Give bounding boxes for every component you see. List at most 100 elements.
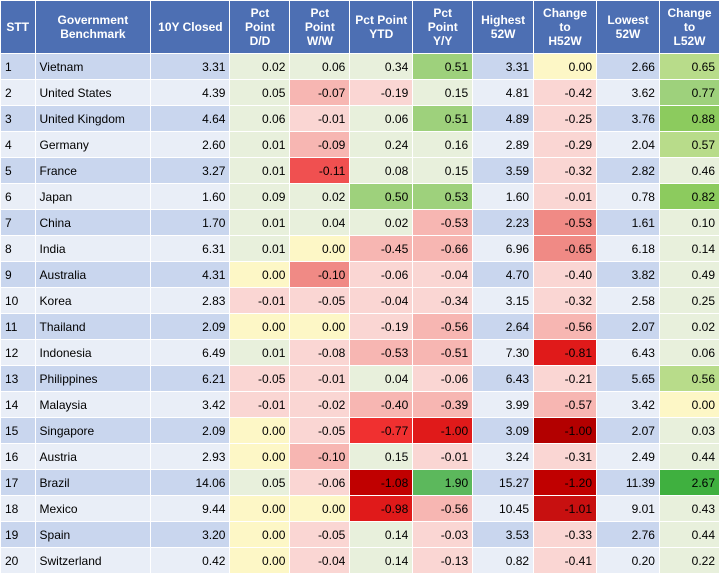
table-row: 15 Singapore 2.09 0.00 -0.05 -0.77 -1.00 3.09 -1…	[0, 417, 720, 444]
cell-change-l52w: 2.67	[658, 469, 720, 496]
table-row: 6 Japan 1.60 0.09 0.02 0.50 0.53 1.60 -0.01 0.78 0…	[0, 183, 720, 210]
cell-stt: 13	[0, 365, 36, 392]
column-header-lowest-52w: Lowest 52W	[596, 0, 660, 54]
cell-lowest-52w: 5.65	[596, 365, 660, 392]
cell-closed-10y: 1.60	[150, 183, 231, 210]
column-header-pct-ytd: Pct Point YTD	[349, 0, 414, 54]
cell-change-l52w: 0.02	[658, 313, 720, 340]
cell-change-l52w: 0.65	[658, 53, 720, 80]
cell-change-l52w: 0.56	[658, 365, 720, 392]
table-body: 1 Vietnam 3.31 0.02 0.06 0.34 0.51 3.31 0.00 2.66…	[0, 53, 720, 574]
cell-lowest-52w: 6.18	[596, 235, 660, 262]
table-row: 13 Philippines 6.21 -0.05 -0.01 0.04 -0.06 6.43…	[0, 365, 720, 392]
column-header-line: Pct	[310, 6, 330, 20]
cell-change-h52w: -0.31	[533, 443, 598, 470]
column-header-line: 52W	[615, 27, 641, 41]
cell-lowest-52w: 9.01	[596, 495, 660, 522]
cell-change-h52w: -0.40	[533, 261, 598, 288]
cell-pct-dd: -0.01	[229, 287, 291, 314]
cell-highest-52w: 6.43	[472, 365, 535, 392]
cell-pct-ww: -0.05	[289, 417, 351, 444]
cell-pct-dd: 0.01	[229, 209, 291, 236]
column-header-line: W/W	[306, 34, 333, 48]
header-row: STT Government Benchmark 10Y Closed Pct Point…	[0, 0, 720, 54]
cell-highest-52w: 3.31	[472, 53, 535, 80]
cell-pct-yy: 0.51	[412, 53, 474, 80]
cell-benchmark: Austria	[34, 443, 152, 470]
cell-pct-dd: 0.00	[229, 313, 291, 340]
table-row: 1 Vietnam 3.31 0.02 0.06 0.34 0.51 3.31 0.00 2.66…	[0, 53, 720, 80]
cell-pct-yy: -0.01	[412, 443, 474, 470]
cell-pct-yy: -0.53	[412, 209, 474, 236]
cell-pct-yy: -0.66	[412, 235, 474, 262]
column-header-line: L52W	[673, 34, 706, 48]
cell-change-h52w: -0.53	[533, 209, 598, 236]
column-header-line: Pct	[433, 6, 453, 20]
cell-pct-yy: 0.53	[412, 183, 474, 210]
column-header-pct-ww: Pct Point W/W	[289, 0, 351, 54]
cell-highest-52w: 2.64	[472, 313, 535, 340]
cell-benchmark: United Kingdom	[34, 105, 152, 132]
table-row: 5 France 3.27 0.01 -0.11 0.08 0.15 3.59 -0.32 2.8…	[0, 157, 720, 184]
cell-benchmark: Indonesia	[34, 339, 152, 366]
cell-highest-52w: 3.53	[472, 521, 535, 548]
cell-change-l52w: 0.25	[658, 287, 720, 314]
cell-pct-ww: -0.10	[289, 443, 351, 470]
cell-pct-yy: -0.03	[412, 521, 474, 548]
table-row: 9 Australia 4.31 0.00 -0.10 -0.06 -0.04 4.70 -0.…	[0, 261, 720, 288]
cell-highest-52w: 3.99	[472, 391, 535, 418]
cell-pct-dd: 0.09	[229, 183, 291, 210]
cell-lowest-52w: 2.07	[596, 313, 660, 340]
column-header-line: to	[559, 20, 571, 34]
cell-stt: 14	[0, 391, 36, 418]
cell-lowest-52w: 3.42	[596, 391, 660, 418]
cell-lowest-52w: 11.39	[596, 469, 660, 496]
column-header-line: 52W	[490, 27, 516, 41]
cell-lowest-52w: 6.43	[596, 339, 660, 366]
cell-closed-10y: 2.93	[150, 443, 231, 470]
cell-pct-ww: 0.00	[289, 313, 351, 340]
cell-pct-dd: 0.01	[229, 157, 291, 184]
cell-pct-yy: 0.15	[412, 157, 474, 184]
column-header-pct-yy: Pct Point Y/Y	[412, 0, 474, 54]
table-row: 2 United States 4.39 0.05 -0.07 -0.19 0.15 4.81…	[0, 79, 720, 106]
cell-highest-52w: 4.89	[472, 105, 535, 132]
table-row: 16 Austria 2.93 0.00 -0.10 0.15 -0.01 3.24 -0.31…	[0, 443, 720, 470]
cell-change-h52w: -0.32	[533, 157, 598, 184]
cell-change-h52w: -0.42	[533, 79, 598, 106]
cell-benchmark: Singapore	[34, 417, 152, 444]
cell-pct-ytd: 0.50	[349, 183, 414, 210]
cell-pct-ww: 0.00	[289, 495, 351, 522]
cell-stt: 1	[0, 53, 36, 80]
column-header-change-h52w: Change to H52W	[533, 0, 598, 54]
cell-change-l52w: 0.88	[658, 105, 720, 132]
cell-lowest-52w: 3.76	[596, 105, 660, 132]
cell-pct-ytd: -0.45	[349, 235, 414, 262]
cell-change-l52w: 0.14	[658, 235, 720, 262]
cell-highest-52w: 0.82	[472, 547, 535, 574]
cell-closed-10y: 2.09	[150, 313, 231, 340]
column-header-benchmark: Government Benchmark	[34, 0, 152, 54]
cell-change-h52w: -0.33	[533, 521, 598, 548]
cell-benchmark: France	[34, 157, 152, 184]
column-header-line: Point	[304, 20, 335, 34]
cell-stt: 15	[0, 417, 36, 444]
cell-pct-ytd: -0.04	[349, 287, 414, 314]
cell-lowest-52w: 1.61	[596, 209, 660, 236]
cell-lowest-52w: 3.82	[596, 261, 660, 288]
cell-pct-ww: -0.11	[289, 157, 351, 184]
column-header-line: H52W	[548, 34, 582, 48]
cell-pct-ww: -0.08	[289, 339, 351, 366]
cell-stt: 17	[0, 469, 36, 496]
cell-pct-ytd: 0.06	[349, 105, 414, 132]
cell-pct-ytd: 0.14	[349, 521, 414, 548]
cell-closed-10y: 2.83	[150, 287, 231, 314]
cell-closed-10y: 0.42	[150, 547, 231, 574]
cell-benchmark: Philippines	[34, 365, 152, 392]
cell-highest-52w: 4.81	[472, 79, 535, 106]
cell-pct-ytd: 0.02	[349, 209, 414, 236]
cell-highest-52w: 2.23	[472, 209, 535, 236]
table-row: 8 India 6.31 0.01 0.00 -0.45 -0.66 6.96 -0.65 6.1…	[0, 235, 720, 262]
cell-pct-ytd: -0.98	[349, 495, 414, 522]
cell-change-h52w: -0.01	[533, 183, 598, 210]
